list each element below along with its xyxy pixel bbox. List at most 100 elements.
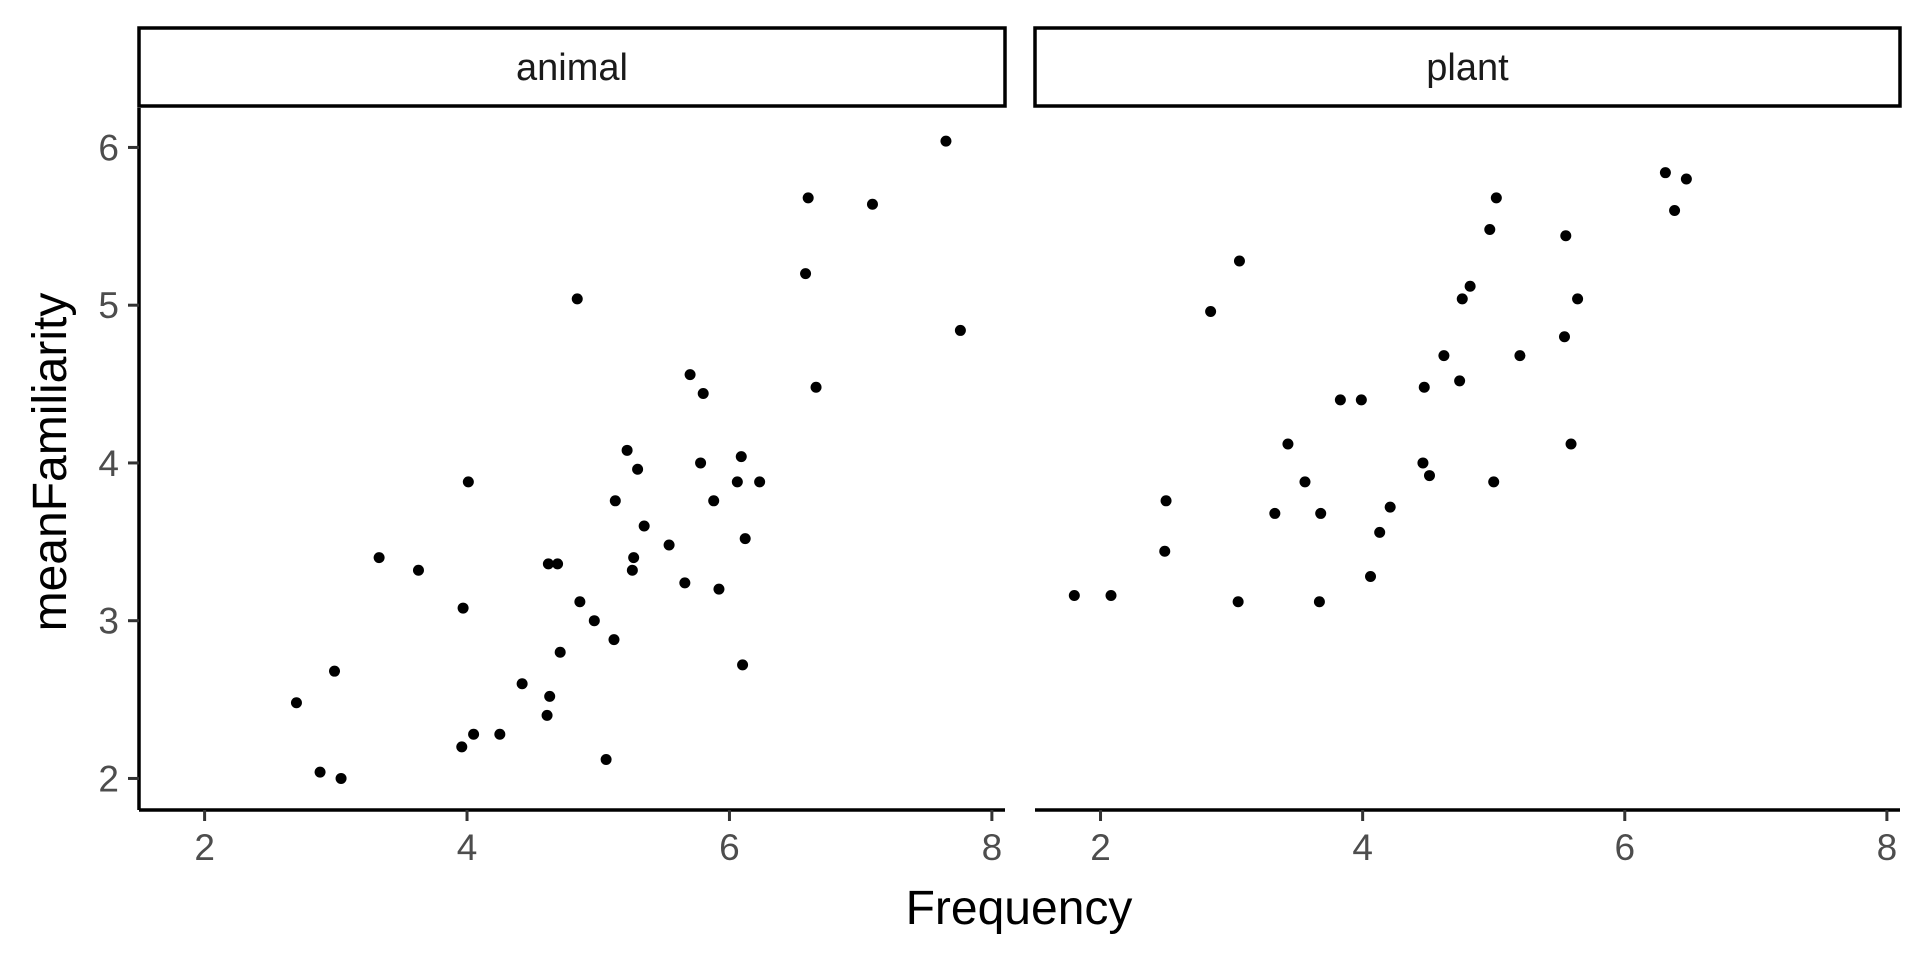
data-point xyxy=(1232,596,1244,608)
x-tick-label: 2 xyxy=(1090,827,1111,868)
data-point xyxy=(516,678,528,690)
y-tick-label: 4 xyxy=(98,443,119,484)
data-point xyxy=(940,135,952,147)
data-point xyxy=(329,665,341,677)
data-point xyxy=(1374,526,1386,538)
data-point xyxy=(1423,470,1435,482)
data-point xyxy=(1572,293,1584,305)
facet-strip-label: animal xyxy=(516,47,628,89)
x-tick-label: 4 xyxy=(457,827,478,868)
data-point xyxy=(731,476,743,488)
data-point xyxy=(739,533,751,545)
data-point xyxy=(1205,306,1217,318)
data-point xyxy=(628,552,640,564)
data-point xyxy=(314,766,326,778)
data-point xyxy=(621,444,633,456)
data-point xyxy=(866,198,878,210)
facet-strip xyxy=(1033,26,1902,108)
data-point xyxy=(810,381,822,393)
data-point xyxy=(626,564,638,576)
data-point xyxy=(1484,223,1496,235)
x-tick-label: 6 xyxy=(1614,827,1635,868)
data-point xyxy=(684,369,696,381)
data-point xyxy=(609,495,621,507)
data-point xyxy=(708,495,720,507)
x-tick-label: 8 xyxy=(1877,827,1898,868)
data-point xyxy=(1365,571,1377,583)
y-tick-label: 5 xyxy=(98,285,119,326)
data-point xyxy=(802,192,814,204)
data-point xyxy=(1558,331,1570,343)
data-point xyxy=(1068,589,1080,601)
facet-strip xyxy=(137,26,1007,108)
y-tick-label: 2 xyxy=(98,758,119,799)
data-point xyxy=(412,564,424,576)
data-point xyxy=(1680,173,1692,185)
data-point xyxy=(468,728,480,740)
data-point xyxy=(695,457,707,469)
data-point xyxy=(290,697,302,709)
data-point xyxy=(754,476,766,488)
x-tick-label: 4 xyxy=(1352,827,1373,868)
data-point xyxy=(457,602,469,614)
data-point xyxy=(1282,438,1294,450)
data-point xyxy=(494,728,506,740)
data-point xyxy=(1334,394,1346,406)
data-point xyxy=(554,646,566,658)
data-point xyxy=(737,659,749,671)
data-point xyxy=(1315,507,1327,519)
data-point xyxy=(1417,457,1429,469)
data-point xyxy=(632,463,644,475)
data-point xyxy=(588,615,600,627)
data-point xyxy=(1565,438,1577,450)
data-point xyxy=(1669,205,1681,217)
data-point xyxy=(608,634,620,646)
data-point xyxy=(335,772,347,784)
data-point xyxy=(1659,167,1671,179)
data-point xyxy=(1233,255,1245,267)
data-point xyxy=(1269,507,1281,519)
y-axis-title: meanFamiliarity xyxy=(24,293,77,632)
x-tick-label: 8 xyxy=(982,827,1003,868)
data-point xyxy=(800,268,812,280)
data-point xyxy=(1514,350,1526,362)
data-point xyxy=(552,558,564,570)
data-point xyxy=(713,583,725,595)
x-tick-label: 2 xyxy=(194,827,215,868)
data-point xyxy=(1456,293,1468,305)
facet-panel-plant: plant 2 4 6 8 xyxy=(1033,26,1902,868)
data-point xyxy=(600,754,612,766)
data-point xyxy=(735,451,747,463)
data-point xyxy=(544,690,556,702)
x-tick-label: 6 xyxy=(719,827,740,868)
data-point xyxy=(373,552,385,564)
x-axis-title: Frequency xyxy=(906,882,1133,935)
data-point xyxy=(679,577,691,589)
data-point xyxy=(1313,596,1325,608)
data-point xyxy=(1490,192,1502,204)
data-point xyxy=(542,558,554,570)
data-point xyxy=(1454,375,1466,387)
data-point xyxy=(574,596,586,608)
data-point xyxy=(954,324,966,336)
data-point xyxy=(1384,501,1396,513)
y-tick-label: 3 xyxy=(98,601,119,642)
data-point xyxy=(1105,589,1117,601)
data-point xyxy=(1464,280,1476,292)
data-point xyxy=(1438,350,1450,362)
facet-panel-animal: animal 2 4 6 8 2 3 4 5 6 xyxy=(98,26,1007,868)
facet-strip-label: plant xyxy=(1426,47,1509,89)
data-point xyxy=(1560,230,1572,242)
data-point xyxy=(1488,476,1500,488)
data-point xyxy=(541,709,553,721)
data-point xyxy=(571,293,583,305)
data-point xyxy=(1159,545,1171,557)
data-point xyxy=(697,388,709,400)
y-tick-label: 6 xyxy=(98,127,119,168)
data-point xyxy=(1355,394,1367,406)
data-point xyxy=(1299,476,1311,488)
data-point xyxy=(462,476,474,488)
data-point xyxy=(638,520,650,532)
data-point xyxy=(1160,495,1172,507)
